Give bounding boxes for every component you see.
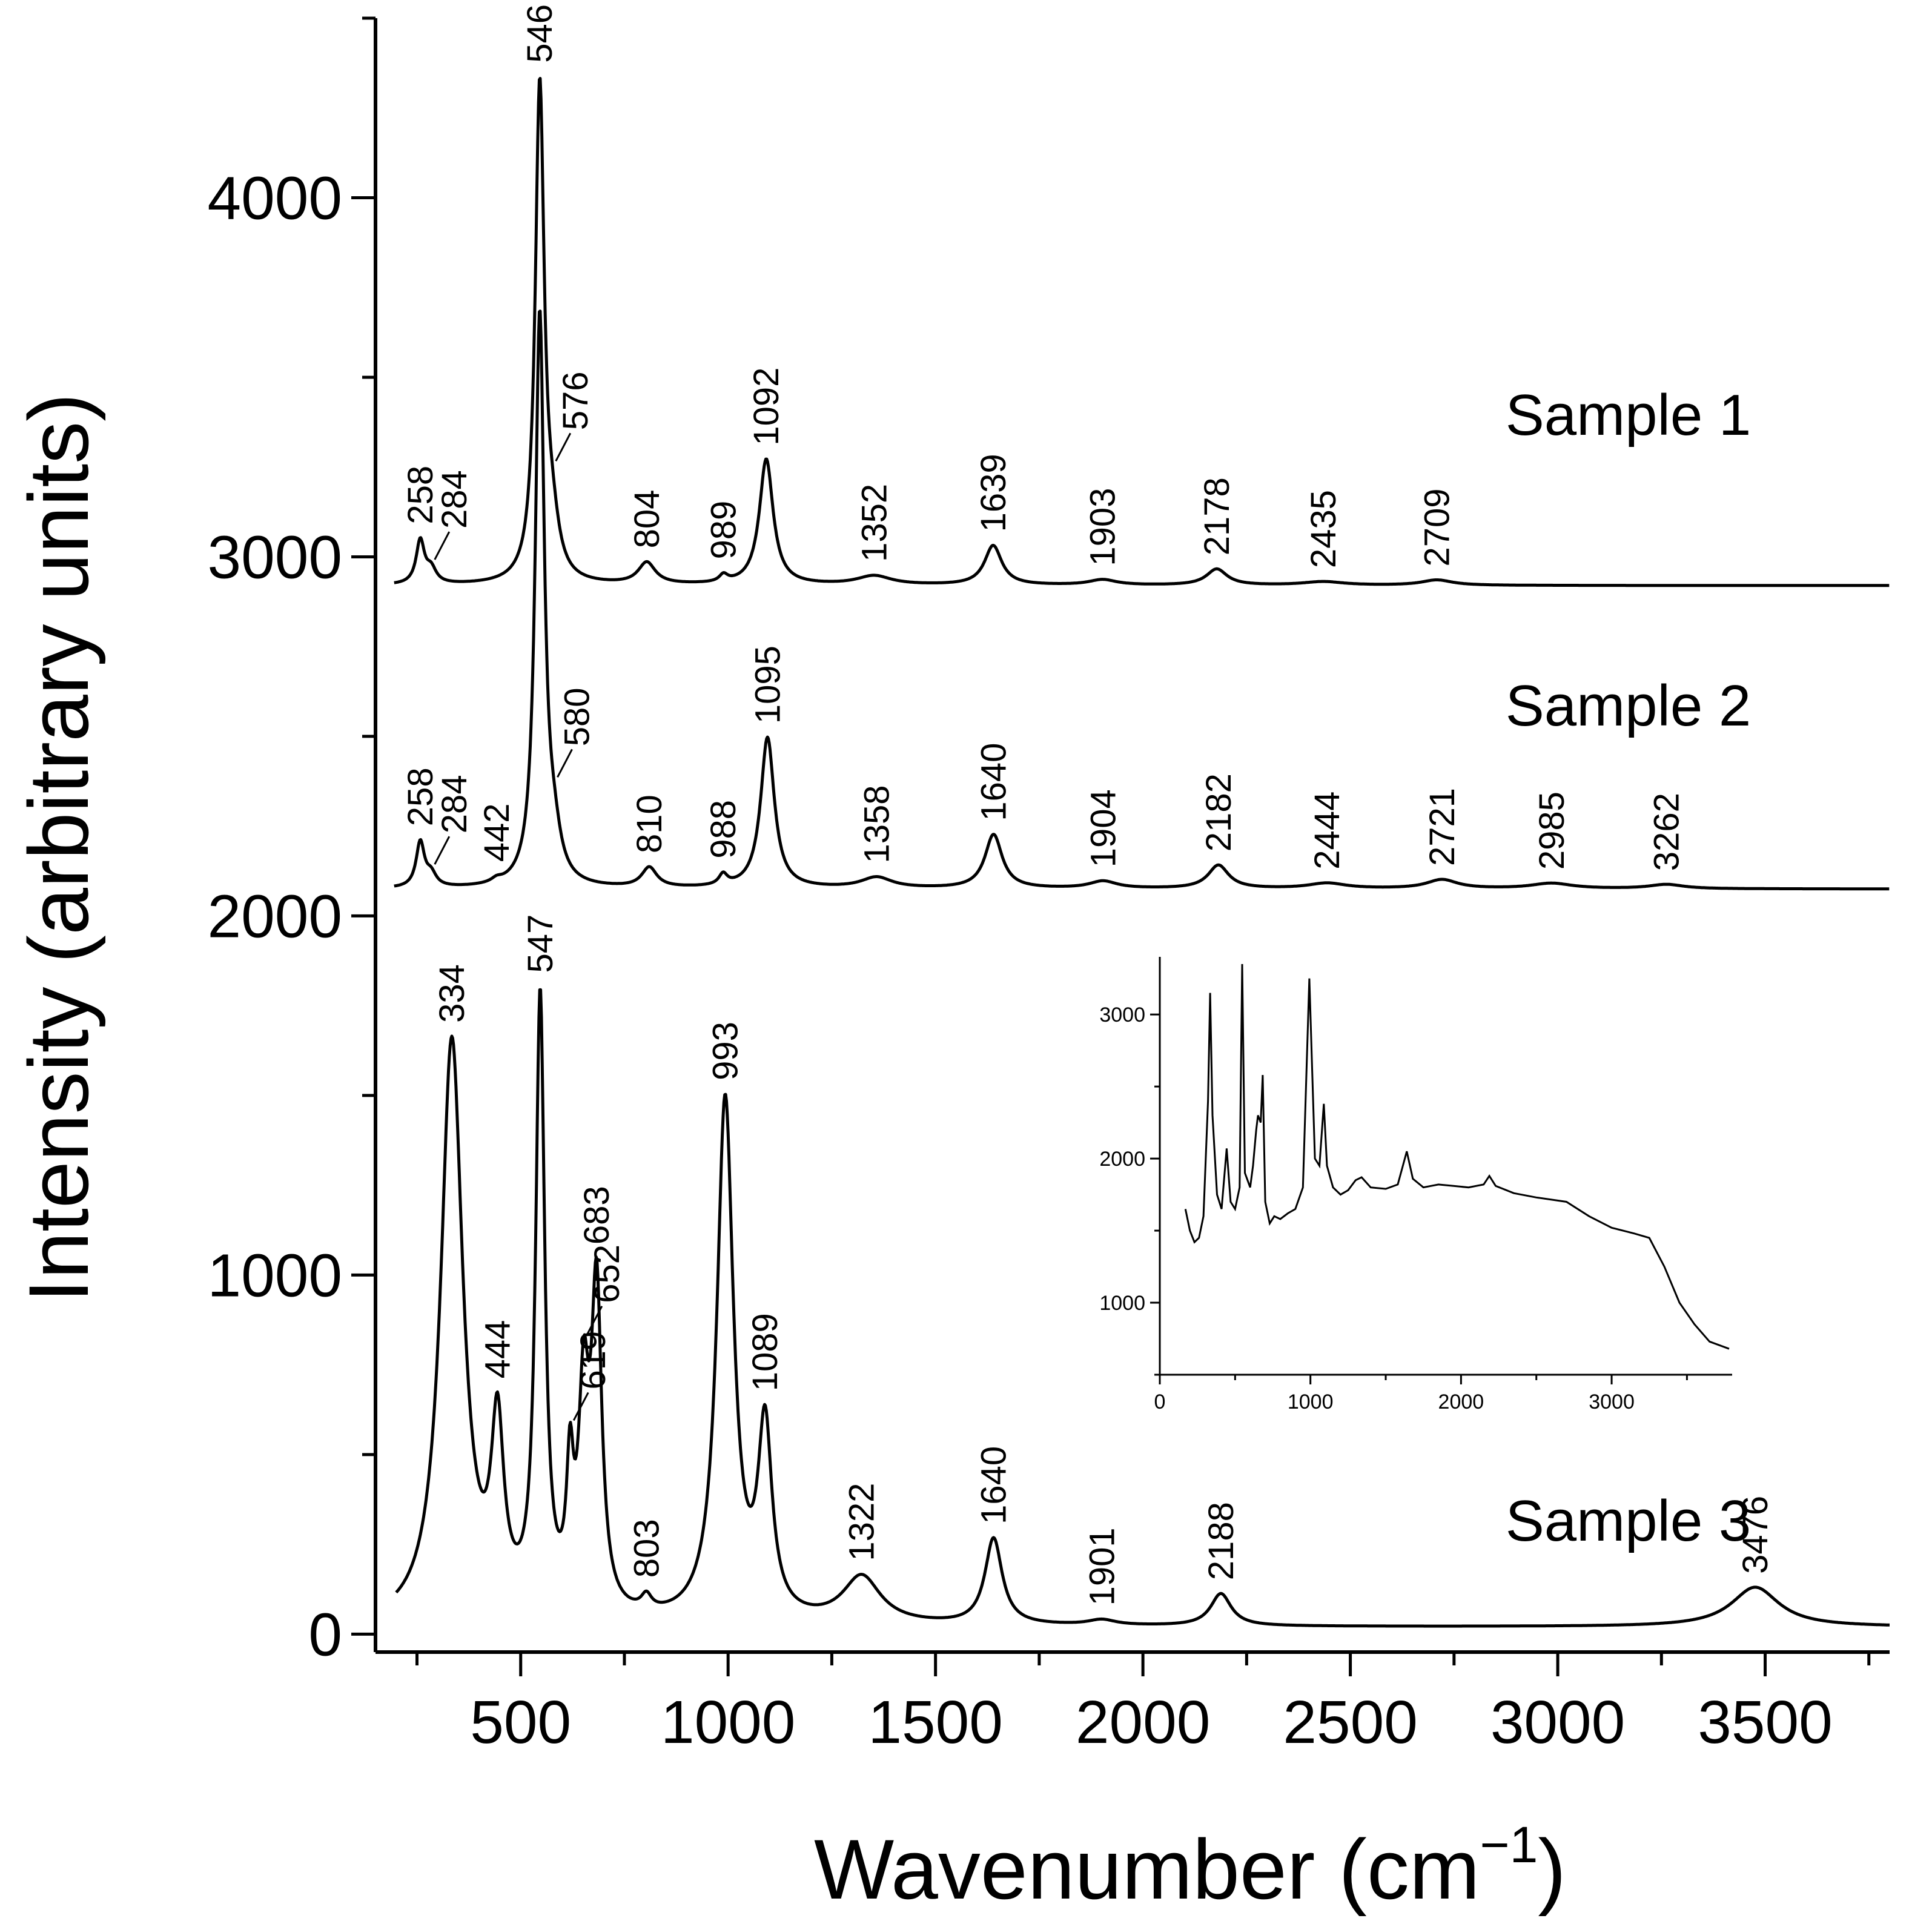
main-axes: [374, 18, 1890, 1654]
peak-leader-line: [555, 432, 572, 462]
x-tick-label: 500: [470, 1688, 571, 1756]
inset-y-tick-label: 1000: [1099, 1292, 1145, 1315]
peak-label: 2721: [1423, 788, 1462, 866]
peak-label: 803: [627, 1519, 666, 1578]
peak-label: 2444: [1308, 792, 1347, 870]
x-tick-label: 2500: [1283, 1688, 1417, 1756]
spectra: [393, 77, 1891, 1628]
y-tick-label: 0: [308, 1601, 342, 1668]
peak-leader-line: [572, 1392, 589, 1421]
spectrum-sample-3: [395, 988, 1891, 1628]
peak-label: 1903: [1083, 488, 1123, 566]
inset-x-tick-label: 0: [1154, 1390, 1166, 1413]
peak-label: 988: [704, 800, 743, 859]
peak-label: 576: [556, 372, 595, 431]
peak-label: 993: [706, 1022, 745, 1080]
x-axis-ticks: 500 1000 1500 2000 2500 3000 3500: [415, 1652, 1871, 1756]
peak-label: 580: [558, 688, 597, 747]
x-tick-label: 3000: [1490, 1688, 1625, 1756]
peak-label: 1901: [1082, 1527, 1122, 1605]
y-axis-ticks: 0 1000 2000 3000 4000: [208, 16, 375, 1668]
inset-x-tick-label: 2000: [1438, 1390, 1484, 1413]
inset-spectrum: [1184, 964, 1730, 1350]
peak-label: 334: [432, 964, 472, 1023]
peak-label: 2709: [1418, 488, 1457, 566]
peak-label: 442: [477, 804, 517, 862]
x-axis-title: Wavenumber (cm−1): [814, 1816, 1566, 1917]
peak-leader-line: [434, 836, 451, 865]
peak-label: 258: [401, 466, 440, 524]
peak-label: 1640: [974, 1446, 1014, 1524]
peak-label: 989: [704, 501, 744, 560]
inset-x-tick-label: 1000: [1288, 1390, 1334, 1413]
peak-label: 444: [478, 1320, 517, 1379]
x-tick-label: 3500: [1698, 1688, 1832, 1756]
sample-label-sample-1: Sample 1: [1506, 383, 1752, 448]
peak-label: 1904: [1083, 789, 1123, 867]
y-tick-label: 3000: [208, 523, 342, 591]
peak-label: 804: [627, 490, 667, 549]
peak-label: 619: [574, 1331, 613, 1390]
sample-labels: Sample 1 Sample 2 Sample 3: [1506, 383, 1752, 1553]
sample-label-sample-2: Sample 2: [1506, 673, 1752, 738]
peak-leader-line: [434, 531, 451, 560]
sample-label-sample-3: Sample 3: [1506, 1489, 1752, 1553]
peak-label: 2985: [1532, 792, 1572, 870]
inset-y-tick-label: 3000: [1099, 1003, 1145, 1026]
peak-label: 547: [521, 914, 560, 973]
spectrum-sample-1: [393, 77, 1890, 587]
peak-label: 546: [520, 4, 560, 63]
y-tick-label: 1000: [208, 1241, 342, 1309]
peak-label: 1092: [747, 368, 786, 446]
x-axis-title-close: ): [1538, 1822, 1566, 1917]
peak-label: 1322: [842, 1483, 882, 1561]
peak-label: 2435: [1304, 490, 1343, 568]
x-axis-title-main: Wavenumber (cm: [814, 1822, 1480, 1917]
y-tick-label: 4000: [208, 164, 342, 232]
x-tick-label: 1500: [868, 1688, 1002, 1756]
peak-label: 1640: [974, 743, 1014, 821]
peak-label: 258: [401, 767, 440, 826]
peak-label: 1358: [857, 785, 896, 863]
peak-label: 2178: [1197, 477, 1237, 555]
peak-label: 3262: [1647, 793, 1687, 871]
peak-label: 683: [577, 1186, 617, 1245]
y-axis-title: Intensity (arbitrary units): [11, 393, 106, 1303]
inset-y-tick-label: 2000: [1099, 1148, 1145, 1171]
peak-label: 2182: [1199, 773, 1239, 851]
peak-label: 1639: [974, 454, 1013, 532]
peak-label: 652: [587, 1245, 627, 1303]
peak-label: 810: [630, 795, 669, 853]
x-tick-label: 1000: [661, 1688, 795, 1756]
peak-leader-line: [586, 1306, 603, 1335]
peak-label: 3476: [1736, 1496, 1775, 1574]
spectrum-sample-2: [393, 309, 1890, 891]
inset-chart: 1000 2000 3000 0 1000 2000 3000: [1099, 957, 1732, 1413]
peak-label: 1089: [746, 1313, 785, 1391]
peak-label: 2188: [1202, 1502, 1241, 1580]
peak-label: 284: [435, 470, 474, 529]
x-tick-label: 2000: [1076, 1688, 1210, 1756]
peak-label: 1352: [855, 484, 894, 562]
inset-x-tick-label: 3000: [1589, 1390, 1635, 1413]
y-tick-label: 2000: [208, 882, 342, 950]
peak-label: 284: [435, 775, 474, 833]
x-axis-title-superscript: −1: [1480, 1816, 1538, 1873]
peak-label: 1095: [748, 646, 787, 724]
peak-leader-line: [557, 749, 573, 778]
